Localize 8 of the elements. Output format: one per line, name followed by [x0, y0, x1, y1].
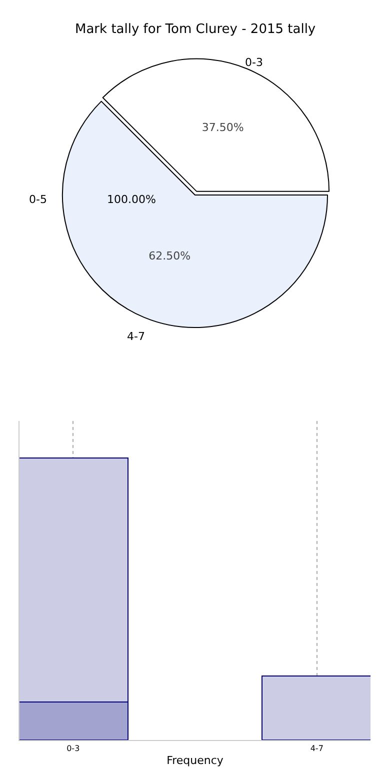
- data-label: 37.50%: [202, 121, 244, 134]
- text: 100.00%: [107, 193, 156, 206]
- chart-title: Mark tally for Tom Clurey - 2015 tally: [75, 22, 316, 37]
- slice-label: 0-3: [245, 56, 263, 69]
- text: 0-5: [29, 193, 47, 206]
- slice-label: 4-7: [127, 330, 145, 343]
- data-label: 62.50%: [148, 250, 191, 263]
- x-axis-title: Frequency: [166, 754, 224, 768]
